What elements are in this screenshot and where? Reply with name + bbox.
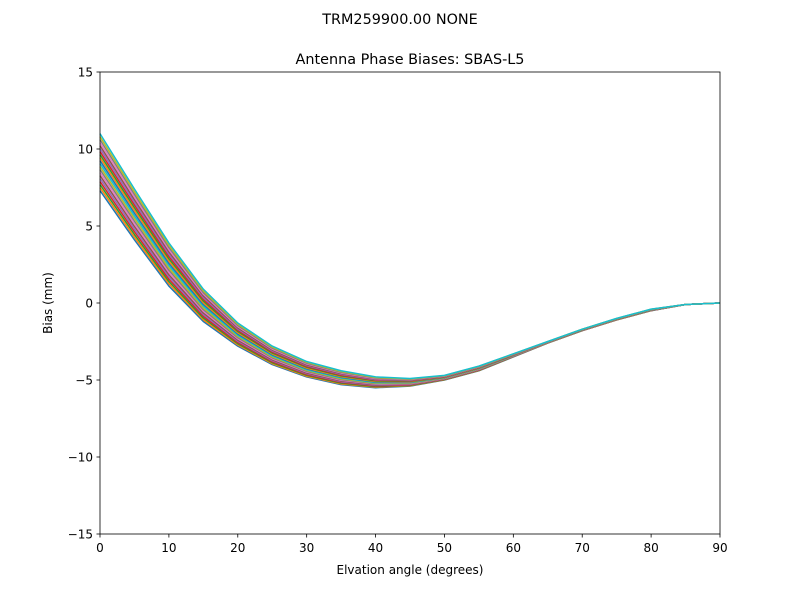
figure-suptitle: TRM259900.00 NONE (321, 12, 478, 28)
x-tick-label: 50 (437, 541, 452, 555)
x-tick-label: 10 (161, 541, 176, 555)
y-tick-label: 0 (85, 296, 93, 310)
y-tick-label: −5 (75, 373, 93, 387)
y-tick-label: 15 (78, 65, 93, 79)
y-tick-label: 5 (85, 219, 93, 233)
chart-title: Antenna Phase Biases: SBAS-L5 (296, 52, 525, 68)
x-tick-label: 90 (712, 541, 727, 555)
series-line-15 (99, 148, 721, 382)
x-tick-label: 70 (575, 541, 590, 555)
series-line-19 (99, 136, 721, 380)
series-line-16 (99, 145, 721, 381)
series-line-20 (99, 133, 721, 380)
x-tick-label: 30 (299, 541, 314, 555)
y-axis-ticks: −15 −10 −5 0 5 10 15 (68, 65, 100, 541)
series-line-11 (99, 160, 721, 383)
x-tick-label: 0 (96, 541, 104, 555)
x-axis-ticks: 0 10 20 30 40 50 60 70 80 90 (96, 534, 728, 555)
series-line-10 (99, 163, 721, 384)
x-tick-label: 20 (230, 541, 245, 555)
y-axis-label: Bias (mm) (41, 272, 55, 334)
y-tick-label: −15 (68, 527, 93, 541)
series-line-17 (99, 142, 721, 381)
x-tick-label: 80 (643, 541, 658, 555)
series-layer (99, 133, 721, 389)
series-line-13 (99, 154, 721, 383)
x-axis-label: Elvation angle (degrees) (337, 563, 484, 577)
y-tick-label: 10 (78, 142, 93, 156)
series-line-18 (99, 139, 721, 381)
x-tick-label: 40 (368, 541, 383, 555)
y-tick-label: −10 (68, 450, 93, 464)
series-line-14 (99, 151, 721, 382)
series-line-12 (99, 157, 721, 383)
x-tick-label: 60 (506, 541, 521, 555)
